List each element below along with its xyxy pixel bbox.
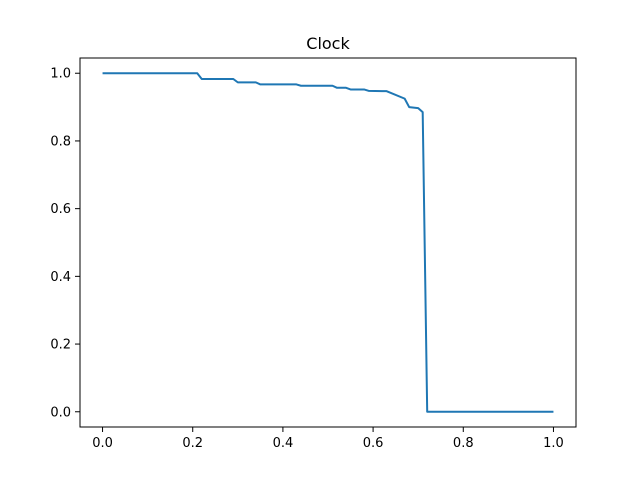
y-tick-label: 0.6: [50, 202, 71, 217]
x-tick-label: 1.0: [543, 436, 564, 451]
y-tick-label: 0.2: [50, 338, 71, 353]
x-tick-label: 0.8: [453, 436, 474, 451]
x-axis-ticks: 0.0 0.2 0.4 0.6 0.8 1.0: [92, 427, 564, 451]
y-tick-label: 0.4: [50, 270, 71, 285]
y-tick-label: 0.8: [50, 134, 71, 149]
x-tick-label: 0.0: [92, 436, 113, 451]
y-tick-label: 0.0: [50, 405, 71, 420]
y-tick-label: 1.0: [50, 67, 71, 82]
plot-lines: [102, 72, 554, 413]
axes-frame: [79, 57, 577, 428]
chart-title: Clock: [306, 34, 350, 53]
x-tick-label: 0.2: [182, 436, 203, 451]
series-line-0: [102, 72, 554, 413]
x-tick-label: 0.4: [273, 436, 294, 451]
x-tick-label: 0.6: [363, 436, 384, 451]
y-axis-ticks: 0.0 0.2 0.4 0.6 0.8 1.0: [50, 67, 80, 420]
